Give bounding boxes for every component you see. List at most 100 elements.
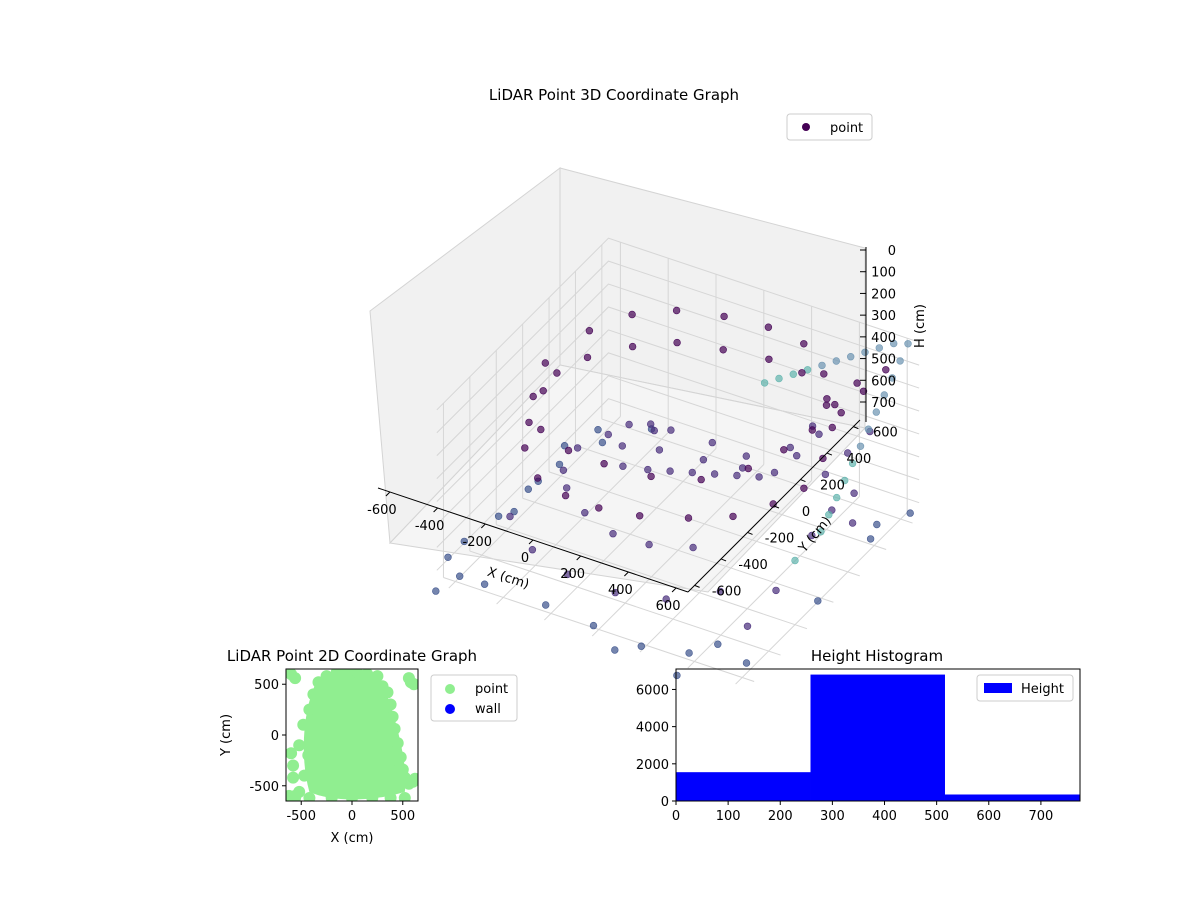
data-point-3d xyxy=(815,430,823,438)
data-point-3d xyxy=(637,642,645,650)
grid-line-floor-y xyxy=(522,497,834,603)
points-3d xyxy=(432,306,914,680)
data-point-2d xyxy=(303,792,316,801)
grid-line-floor-y xyxy=(469,550,781,656)
data-point-2d xyxy=(325,739,338,752)
grid-line-z xyxy=(436,237,920,411)
y-tick-mark xyxy=(694,584,700,588)
data-point-2d xyxy=(386,710,399,723)
data-point-3d xyxy=(832,493,841,502)
data-point-2d xyxy=(388,722,401,735)
data-point-3d xyxy=(780,446,788,454)
data-point-2d xyxy=(366,729,379,741)
height-histogram: Height Histogram 0 100 200 300 400 500 600 7000… xyxy=(636,647,1081,824)
data-point-3d xyxy=(510,507,518,516)
data-point-3d xyxy=(604,430,612,439)
legend-marker-wall xyxy=(445,704,455,714)
data-point-3d xyxy=(720,312,728,321)
x-tick-mark xyxy=(671,587,677,593)
points-2d xyxy=(286,669,418,801)
data-point-3d xyxy=(444,553,452,561)
data-point-3d xyxy=(525,418,533,427)
data-point-3d xyxy=(494,512,503,520)
grid-line-floor-y xyxy=(575,444,887,550)
ticks-2d: -500 0 500 -500 0 500 xyxy=(249,678,415,824)
data-point-3d xyxy=(733,471,741,480)
data-point-3d xyxy=(729,512,737,521)
data-point-2d xyxy=(366,792,379,801)
data-point-2d xyxy=(346,792,358,801)
y-tick-label: 400 xyxy=(847,452,872,467)
data-point-3d xyxy=(685,649,693,657)
data-point-3d xyxy=(611,646,619,654)
data-point-2d xyxy=(320,670,333,683)
y-tick-label-hist: 4000 xyxy=(636,721,669,736)
data-point-3d xyxy=(765,355,773,363)
x-tick-label: 0 xyxy=(521,551,529,566)
data-point-2d xyxy=(302,749,315,762)
data-point-2d xyxy=(286,789,295,801)
data-point-3d xyxy=(803,366,812,374)
data-point-2d xyxy=(330,669,343,678)
data-point-3d xyxy=(848,459,857,468)
legend-label-wall: wall xyxy=(475,702,501,717)
data-point-3d xyxy=(819,454,827,463)
data-point-3d xyxy=(775,374,783,383)
data-point-3d xyxy=(537,425,545,434)
data-point-2d xyxy=(384,792,397,801)
data-point-3d xyxy=(539,387,547,395)
data-point-3d xyxy=(814,597,822,605)
grid-line-z xyxy=(436,398,920,571)
grid-line-z xyxy=(436,329,920,502)
histogram-title: Height Histogram xyxy=(811,647,943,665)
histogram-frame xyxy=(675,668,1081,802)
data-point-3d xyxy=(818,361,826,370)
histogram-bar xyxy=(944,794,1080,801)
data-point-3d xyxy=(848,519,857,527)
x-tick-label: 600 xyxy=(656,599,681,614)
data-point-3d xyxy=(837,409,845,417)
data-point-3d xyxy=(506,512,514,521)
data-point-3d xyxy=(432,587,440,595)
data-point-3d xyxy=(561,491,570,500)
z-tick-label: 200 xyxy=(871,287,896,302)
x-tick-mark xyxy=(624,571,629,577)
grid-line-floor-y xyxy=(601,418,913,524)
legend-marker-point-2d xyxy=(445,684,455,694)
data-point-3d xyxy=(644,465,652,474)
data-point-3d xyxy=(688,468,696,477)
grid-line-z xyxy=(436,283,920,457)
data-point-3d xyxy=(864,425,873,433)
histogram-ticks: 0 100 200 300 400 500 600 700 0 2000 4000 6000 xyxy=(636,683,1053,824)
data-point-3d xyxy=(764,323,773,331)
y-tick-mark xyxy=(826,452,833,456)
data-point-3d xyxy=(666,467,674,475)
grid-line-floor-y xyxy=(548,471,860,577)
data-point-3d xyxy=(673,338,681,347)
data-point-3d xyxy=(850,489,858,497)
histogram-bar xyxy=(676,772,811,801)
legend-label-point: point xyxy=(830,121,863,136)
y-tick-mark xyxy=(720,558,727,562)
y-tick-label: 600 xyxy=(873,426,898,441)
x-tick-label-hist: 500 xyxy=(924,809,949,824)
data-point-3d xyxy=(533,474,542,482)
x-tick-label-hist: 200 xyxy=(768,809,793,824)
data-point-2d xyxy=(335,718,348,731)
plot-2d-legend: point wall xyxy=(430,674,518,722)
data-point-2d xyxy=(371,759,384,772)
data-point-3d xyxy=(789,370,797,378)
z-tick-label: 400 xyxy=(871,331,896,346)
plot-2d: LiDAR Point 2D Coordinate Graph -500 0 500… xyxy=(219,647,518,846)
data-point-3d xyxy=(521,444,529,452)
data-point-3d xyxy=(832,357,840,365)
legend-box-hist xyxy=(976,674,1074,702)
data-point-3d xyxy=(560,442,569,450)
data-point-2d xyxy=(286,747,298,760)
data-point-2d xyxy=(287,759,300,772)
x-tick-label: 200 xyxy=(560,567,585,582)
grid-line-z xyxy=(436,375,920,548)
data-point-3d xyxy=(875,344,883,352)
y-tick-label: -600 xyxy=(712,584,742,599)
data-point-3d xyxy=(846,353,855,361)
